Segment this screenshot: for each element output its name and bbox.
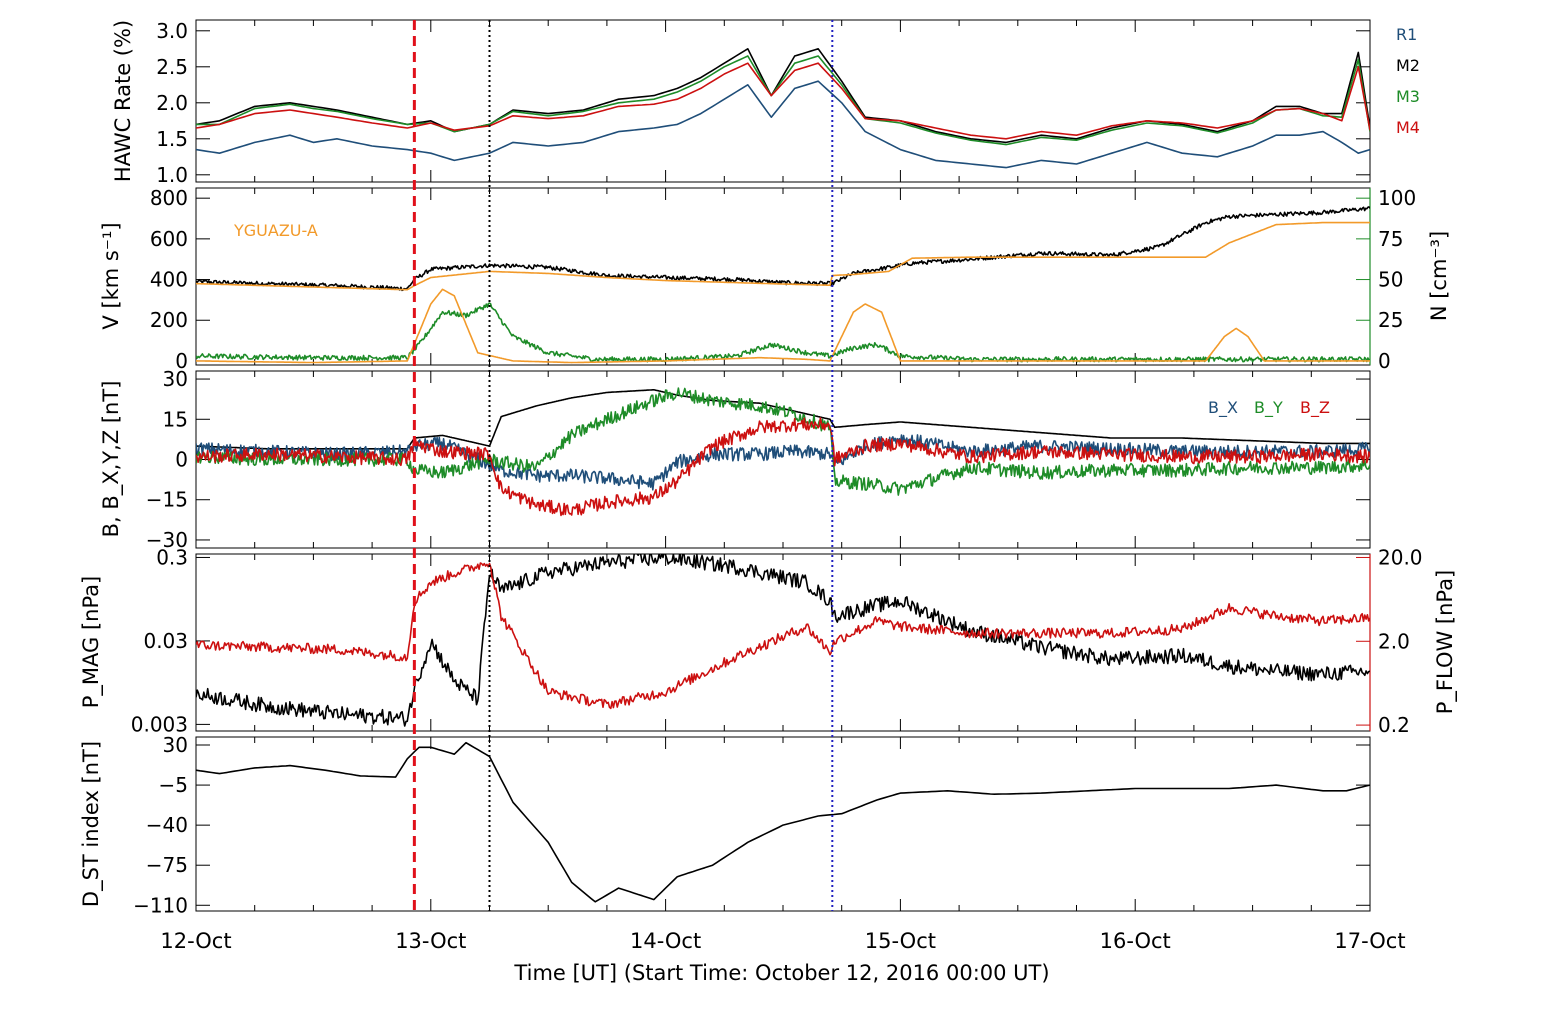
y-tick-label-right-solar-wind: 50 bbox=[1378, 268, 1403, 292]
x-tick-label: 16-Oct bbox=[1100, 929, 1171, 953]
series-pressure-p-flow bbox=[196, 562, 1370, 710]
y-tick-label-pressure: 0.03 bbox=[143, 629, 188, 653]
y-tick-label-pressure: 0.3 bbox=[156, 545, 188, 569]
legend-by: B_Y bbox=[1254, 398, 1283, 418]
y-tick-label-solar-wind: 0 bbox=[175, 349, 188, 373]
y-tick-label-pressure: 0.003 bbox=[131, 712, 188, 736]
y-tick-label-dst: 30 bbox=[163, 733, 188, 757]
panel-frame-dst bbox=[195, 736, 1371, 912]
series-solar-wind-v bbox=[196, 206, 1370, 292]
y-tick-label-right-solar-wind: 0 bbox=[1378, 349, 1391, 373]
y-axis-title-pressure: P_MAG [nPa] bbox=[79, 576, 104, 709]
series-group-dst bbox=[196, 741, 1370, 903]
y-tick-label-right-pressure: 2.0 bbox=[1378, 629, 1410, 653]
legend-r1: R1 bbox=[1396, 25, 1417, 44]
series-magnetic-field-b-z bbox=[196, 417, 1370, 517]
x-tick-label: 12-Oct bbox=[160, 929, 231, 953]
panel-frame-hawc bbox=[195, 19, 1371, 183]
y-tick-label-dst: −5 bbox=[159, 773, 188, 797]
series-solar-wind-n bbox=[196, 302, 1370, 363]
x-tick-label: 17-Oct bbox=[1334, 929, 1405, 953]
y-axis-title-right-solar-wind: N [cm⁻³] bbox=[1427, 231, 1451, 321]
panel-frame-pressure bbox=[195, 553, 1371, 732]
y-tick-label-dst: −75 bbox=[146, 853, 188, 877]
series-dst-dst bbox=[196, 741, 1370, 903]
series-hawc-r1 bbox=[196, 80, 1370, 169]
y-axis-title-magnetic-field: B, B_X,Y,Z [nT] bbox=[99, 381, 124, 538]
series-group-magnetic-field bbox=[196, 387, 1370, 517]
y-tick-label-hawc: 1.5 bbox=[156, 127, 188, 151]
y-axis-title-dst: D_ST index [nT] bbox=[79, 741, 104, 907]
series-hawc-m3 bbox=[196, 55, 1370, 146]
y-axis-title-right-pressure: P_FLOW [nPa] bbox=[1433, 570, 1458, 714]
x-tick-label: 13-Oct bbox=[395, 929, 466, 953]
y-axis-title-hawc: HAWC Rate (%) bbox=[111, 20, 135, 182]
y-tick-label-dst: −110 bbox=[133, 893, 188, 917]
y-tick-label-hawc: 3.0 bbox=[156, 19, 188, 43]
y-tick-label-solar-wind: 800 bbox=[150, 186, 188, 210]
y-tick-label-right-solar-wind: 75 bbox=[1378, 227, 1403, 251]
series-solar-wind-n-model- bbox=[196, 288, 1370, 364]
y-tick-label-right-solar-wind: 100 bbox=[1378, 186, 1416, 210]
legend-m3: M3 bbox=[1396, 87, 1420, 106]
y-tick-label-magnetic-field: 30 bbox=[163, 367, 188, 391]
y-tick-label-dst: −40 bbox=[146, 813, 188, 837]
y-tick-label-hawc: 1.0 bbox=[156, 163, 188, 187]
series-hawc-m4 bbox=[196, 62, 1370, 140]
series-group-solar-wind bbox=[196, 206, 1370, 364]
series-magnetic-field-b bbox=[196, 389, 1370, 450]
panel-frame-solar-wind bbox=[195, 187, 1371, 366]
series-group-pressure bbox=[196, 554, 1370, 727]
series-layer bbox=[196, 48, 1370, 903]
legend-bz: B_Z bbox=[1300, 398, 1330, 418]
series-pressure-p-mag bbox=[196, 554, 1370, 727]
series-group-hawc bbox=[196, 48, 1370, 169]
series-magnetic-field-b-y bbox=[196, 387, 1370, 496]
y-tick-label-right-pressure: 20.0 bbox=[1378, 545, 1423, 569]
marker-layer bbox=[412, 20, 834, 911]
legend-m2: M2 bbox=[1396, 56, 1420, 75]
y-tick-label-magnetic-field: 15 bbox=[163, 407, 188, 431]
y-tick-label-magnetic-field: 0 bbox=[175, 448, 188, 472]
y-tick-label-hawc: 2.0 bbox=[156, 91, 188, 115]
legend-bx: B_X bbox=[1208, 398, 1238, 418]
y-tick-label-right-pressure: 0.2 bbox=[1378, 713, 1410, 737]
series-solar-wind-v-model- bbox=[196, 221, 1370, 291]
axes-layer bbox=[195, 19, 1371, 912]
y-axis-title-solar-wind: V [km s⁻¹] bbox=[99, 222, 123, 329]
x-tick-label: 14-Oct bbox=[630, 929, 701, 953]
y-tick-label-solar-wind: 200 bbox=[150, 308, 188, 332]
y-tick-label-magnetic-field: −15 bbox=[146, 488, 188, 512]
y-tick-label-right-solar-wind: 25 bbox=[1378, 308, 1403, 332]
x-axis-title: Time [UT] (Start Time: October 12, 2016 … bbox=[513, 961, 1049, 985]
y-tick-label-hawc: 2.5 bbox=[156, 55, 188, 79]
label-layer: 1.0 1.5 2.0 2.5 3.0 HAWC Rate (%) 0 200 400 600 80… bbox=[79, 19, 1458, 953]
y-tick-label-solar-wind: 400 bbox=[150, 268, 188, 292]
legend-m4: M4 bbox=[1396, 118, 1420, 137]
y-tick-label-solar-wind: 600 bbox=[150, 227, 188, 251]
x-tick-label: 15-Oct bbox=[865, 929, 936, 953]
y-tick-label-magnetic-field: −30 bbox=[146, 528, 188, 552]
station-label: YGUAZU-A bbox=[233, 221, 318, 240]
